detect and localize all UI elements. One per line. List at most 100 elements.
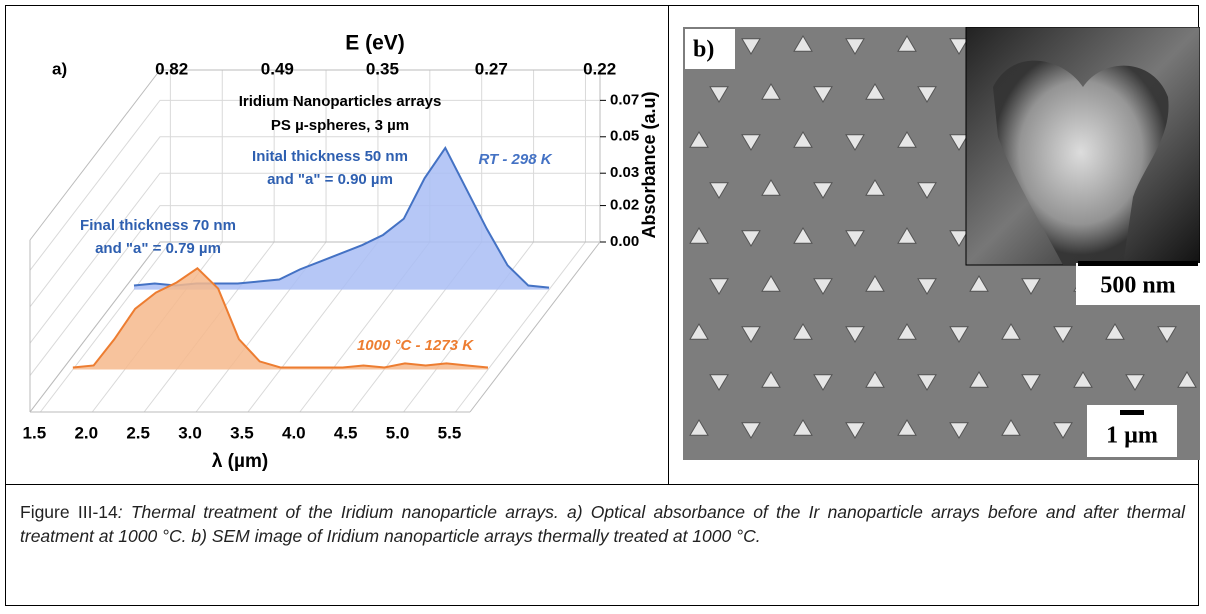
particle	[1053, 422, 1073, 439]
axis-line	[29, 69, 161, 241]
x-tick-label: 2.0	[74, 423, 98, 442]
particle	[845, 230, 865, 247]
scale-bar	[1078, 261, 1198, 266]
chart: 1.5 2.0 2.5 3.0 3.5 4.0 4.5 5.0 5.5 λ (µm) 0.82 0.4…	[23, 32, 659, 472]
annotation: Final thickness 70 nm	[80, 217, 236, 234]
particle	[865, 83, 885, 100]
particle	[689, 323, 709, 340]
y-tick-label: 0.05	[610, 128, 639, 145]
particle	[969, 371, 989, 388]
particle	[949, 38, 969, 55]
particle	[1073, 371, 1093, 388]
particle	[689, 131, 709, 148]
particle	[709, 182, 729, 199]
particle	[709, 86, 729, 103]
x2-axis-title: E (eV)	[345, 32, 405, 55]
axis-line	[469, 241, 601, 413]
particle	[1053, 326, 1073, 343]
scale-box	[1076, 263, 1200, 305]
particle	[741, 38, 761, 55]
particle	[897, 323, 917, 340]
particle	[845, 38, 865, 55]
caption: Figure III-14: Thermal treatment of the …	[20, 500, 1185, 548]
particle	[969, 275, 989, 292]
particle	[709, 374, 729, 391]
x2-tick-label: 0.35	[366, 59, 399, 78]
x-axis-title: λ (µm)	[212, 451, 268, 472]
grid-line	[39, 241, 171, 413]
particle	[917, 374, 937, 391]
particle	[689, 419, 709, 436]
particle	[813, 278, 833, 295]
inset-particle	[993, 60, 1169, 266]
axis-line	[29, 241, 161, 413]
particle	[761, 275, 781, 292]
y-tick-label: 0.07	[610, 91, 639, 108]
y-tick-label: 0.00	[610, 233, 639, 250]
x2-tick-label: 0.49	[261, 59, 294, 78]
particle	[741, 422, 761, 439]
x-tick-label: 3.0	[178, 423, 202, 442]
y-tick-label: 0.03	[610, 164, 639, 181]
x-tick-label: 4.5	[334, 423, 358, 442]
particle	[709, 278, 729, 295]
particle	[1021, 374, 1041, 391]
particle	[793, 35, 813, 52]
x-tick-label: 4.0	[282, 423, 306, 442]
grid-line	[29, 172, 600, 344]
caption-number: Figure III-14	[20, 502, 118, 522]
caption-text: : Thermal treatment of the Iridium nanop…	[20, 502, 1185, 546]
particle	[865, 179, 885, 196]
particle	[793, 323, 813, 340]
particle	[761, 83, 781, 100]
particle	[897, 419, 917, 436]
particle	[1001, 323, 1021, 340]
particle	[793, 131, 813, 148]
scale-label: 500 nm	[1100, 273, 1175, 299]
y-tick-label: 0.02	[610, 197, 639, 214]
x2-tick-label: 0.22	[583, 59, 616, 78]
panel-label: b)	[693, 37, 714, 63]
particle	[897, 131, 917, 148]
particle	[949, 230, 969, 247]
particle	[1177, 371, 1197, 388]
particle	[1001, 419, 1021, 436]
grid-line	[455, 241, 586, 413]
particle	[897, 35, 917, 52]
particle	[793, 227, 813, 244]
particle	[1021, 278, 1041, 295]
x-tick-label: 2.5	[126, 423, 150, 442]
particle	[741, 230, 761, 247]
particle	[917, 182, 937, 199]
panel-label: a)	[52, 59, 67, 78]
series-label: RT - 298 K	[478, 151, 552, 168]
particle	[865, 275, 885, 292]
particle	[949, 326, 969, 343]
particle	[813, 182, 833, 199]
divider	[668, 5, 669, 485]
series-label: 1000 °C - 1273 K	[357, 337, 474, 354]
sem-image: 500 nm 1 µm b)	[683, 27, 1200, 460]
particle	[689, 227, 709, 244]
particle	[1125, 374, 1145, 391]
particle	[865, 371, 885, 388]
annotation: and "a" = 0.79 µm	[95, 240, 221, 257]
grid-line	[29, 99, 600, 271]
y-axis-title: Absorbance (a.u)	[639, 91, 659, 238]
annotation: PS µ-spheres, 3 µm	[271, 117, 409, 134]
particle	[813, 86, 833, 103]
particle	[1105, 323, 1125, 340]
particle	[813, 374, 833, 391]
particle	[845, 134, 865, 151]
scale-label: 1 µm	[1106, 423, 1158, 449]
annotation: Inital thickness 50 nm	[252, 148, 408, 165]
annotation: and "a" = 0.90 µm	[267, 171, 393, 188]
particle	[949, 422, 969, 439]
x-tick-label: 5.5	[438, 423, 462, 442]
x2-tick-label: 0.82	[155, 59, 188, 78]
annotation: Iridium Nanoparticles arrays	[239, 93, 442, 110]
particle	[761, 179, 781, 196]
x-tick-label: 5.0	[386, 423, 410, 442]
particle	[741, 134, 761, 151]
